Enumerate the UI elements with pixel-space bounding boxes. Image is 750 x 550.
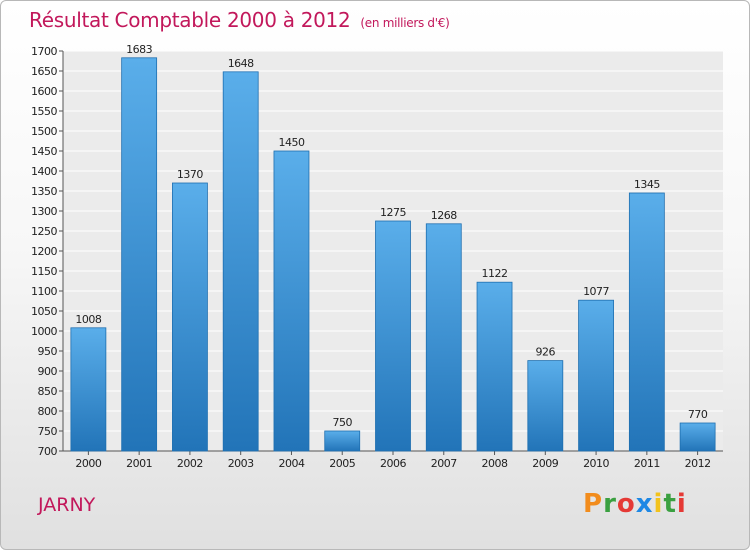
bar-2009 xyxy=(527,360,564,452)
y-tick-label: 1300 xyxy=(31,205,57,218)
logo-letter: o xyxy=(616,489,636,519)
x-tick-label-2002: 2002 xyxy=(177,457,203,470)
y-tick-label: 800 xyxy=(38,405,58,418)
y-tick-label: 1250 xyxy=(31,225,57,238)
bar-2012 xyxy=(679,422,716,452)
value-label-2001: 1683 xyxy=(126,43,152,56)
x-tick-label-2009: 2009 xyxy=(532,457,558,470)
value-label-2011: 1345 xyxy=(634,178,660,191)
bar-2002 xyxy=(172,182,208,452)
bar-2001 xyxy=(121,57,158,452)
bar-2011 xyxy=(628,192,665,452)
bar-2008 xyxy=(476,281,513,452)
x-tick-label-2000: 2000 xyxy=(75,457,101,470)
x-tick-label-2005: 2005 xyxy=(329,457,355,470)
label-layer: 1008 2000 1683 2001 1370 2002 1648 2003 1450 2004… xyxy=(75,43,711,470)
y-tick-label: 1550 xyxy=(31,105,57,118)
bar-layer xyxy=(70,57,716,452)
bar-2005 xyxy=(324,430,361,452)
value-label-2005: 750 xyxy=(332,416,352,429)
bar-2000 xyxy=(70,327,107,452)
bar-2007 xyxy=(425,223,462,452)
value-label-2012: 770 xyxy=(688,408,708,421)
title-unit: (en milliers d'€) xyxy=(360,16,450,30)
value-label-2009: 926 xyxy=(536,346,556,359)
y-tick-label: 1100 xyxy=(31,285,57,298)
y-tick-label: 900 xyxy=(38,365,58,378)
bar-2004 xyxy=(273,150,310,452)
town-name: JARNY xyxy=(38,494,96,516)
value-label-2008: 1122 xyxy=(482,267,508,280)
y-tick-label: 1650 xyxy=(31,65,57,78)
y-tick-label: 1450 xyxy=(31,145,57,158)
proxiti-logo[interactable]: Proxiti xyxy=(583,489,687,519)
bar-2003 xyxy=(222,71,259,452)
y-tick-label: 1000 xyxy=(31,325,57,338)
x-tick-label-2006: 2006 xyxy=(380,457,406,470)
y-tick-label: 1200 xyxy=(31,245,57,258)
bar-2006 xyxy=(375,220,411,452)
value-label-2004: 1450 xyxy=(278,136,304,149)
chart-title: Résultat Comptable 2000 à 2012 (en millie… xyxy=(29,8,450,32)
value-label-2007: 1268 xyxy=(431,209,457,222)
y-tick-label: 1050 xyxy=(31,305,57,318)
y-tick-label: 1350 xyxy=(31,185,57,198)
y-tick-label: 1700 xyxy=(31,45,57,58)
y-tick-label: 1150 xyxy=(31,265,57,278)
logo-letter: r xyxy=(603,489,617,519)
y-tick-label: 700 xyxy=(38,445,58,458)
y-tick-label: 950 xyxy=(38,345,58,358)
value-label-2000: 1008 xyxy=(75,313,101,326)
x-tick-label-2007: 2007 xyxy=(431,457,457,470)
logo-letter: t xyxy=(663,489,677,519)
value-label-2006: 1275 xyxy=(380,206,406,219)
y-tick-label: 1500 xyxy=(31,125,57,138)
y-tick-label: 1600 xyxy=(31,85,57,98)
x-tick-label-2011: 2011 xyxy=(634,457,660,470)
logo-letter: x xyxy=(635,489,654,519)
y-tick-label: 1400 xyxy=(31,165,57,178)
value-label-2002: 1370 xyxy=(177,168,203,181)
x-tick-label-2012: 2012 xyxy=(685,457,711,470)
x-tick-label-2004: 2004 xyxy=(278,457,304,470)
y-tick-label: 750 xyxy=(38,425,58,438)
logo-letter: i xyxy=(653,489,664,519)
bar-2010 xyxy=(578,299,614,452)
x-tick-label-2003: 2003 xyxy=(228,457,254,470)
logo-letter: P xyxy=(583,489,604,519)
y-tick-label: 850 xyxy=(38,385,58,398)
value-label-2003: 1648 xyxy=(228,57,254,70)
value-label-2010: 1077 xyxy=(583,285,609,298)
logo-letter: i xyxy=(676,489,687,519)
title-text: Résultat Comptable 2000 à 2012 xyxy=(29,8,351,32)
axis-layer: 700 750 800 850 900 950 1000 1050 1100 1150 1200 12… xyxy=(31,45,723,458)
x-tick-label-2008: 2008 xyxy=(482,457,508,470)
x-tick-label-2001: 2001 xyxy=(126,457,152,470)
x-tick-label-2010: 2010 xyxy=(583,457,609,470)
